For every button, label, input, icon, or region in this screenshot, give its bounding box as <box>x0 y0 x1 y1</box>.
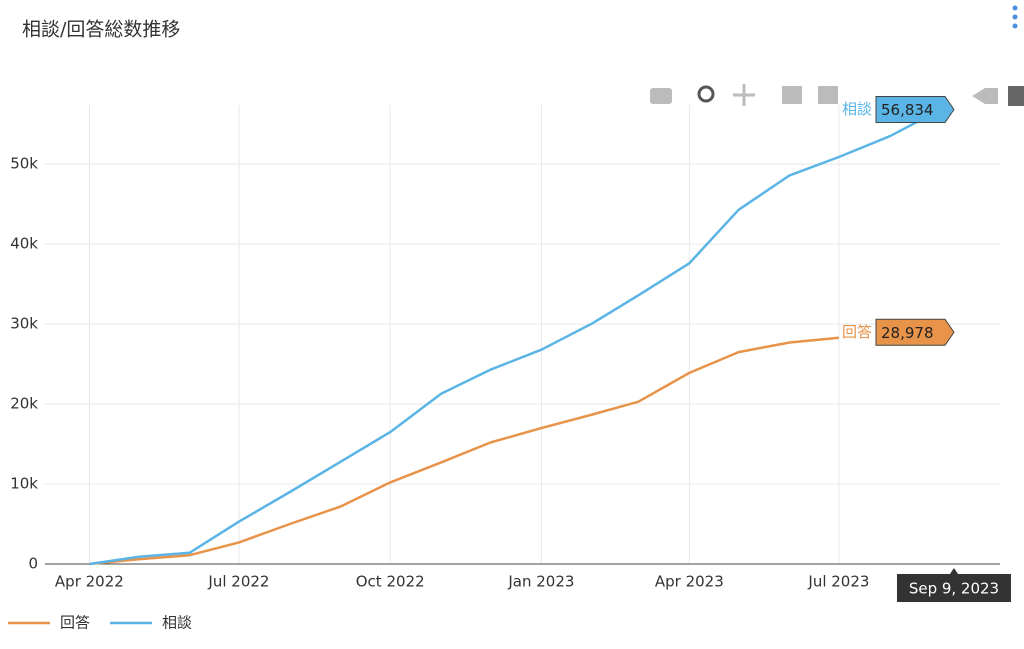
legend-label[interactable]: 相談 <box>162 614 192 632</box>
chart-title: 相談/回答総数推移 <box>22 19 180 41</box>
y-tick-label: 20k <box>10 395 38 413</box>
y-tick-label: 0 <box>28 555 38 573</box>
hover-icon[interactable] <box>1008 86 1024 106</box>
x-tick-label: Jul 2022 <box>207 573 269 591</box>
x-tick-label: Oct 2022 <box>356 573 425 591</box>
spike-icon[interactable] <box>972 88 998 104</box>
zoom-in-icon[interactable] <box>782 86 802 104</box>
hover-box <box>875 318 955 346</box>
hover-x-label: Sep 9, 2023 <box>909 580 999 598</box>
hover-x-box <box>896 568 1011 602</box>
plot-area: 0 10k 20k 30k 40k 50k Apr 2022 Jul 2022 Oct 2022… <box>8 96 1011 632</box>
hover-name: 回答 <box>842 323 872 341</box>
x-tick-label: Apr 2022 <box>55 573 124 591</box>
hover-box <box>875 96 955 124</box>
series-line <box>89 108 942 566</box>
y-tick-label: 10k <box>10 475 38 493</box>
y-tick-label: 40k <box>10 235 38 253</box>
series-line <box>89 336 840 566</box>
toolbar <box>650 84 1024 106</box>
menu-dots[interactable] <box>1012 5 1018 29</box>
camera-icon[interactable] <box>650 88 672 104</box>
y-tick-label: 30k <box>10 315 38 333</box>
hover-value: 28,978 <box>881 324 934 342</box>
pan-icon[interactable] <box>733 84 755 106</box>
x-tick-label: Jul 2023 <box>807 573 869 591</box>
y-tick-label: 50k <box>10 155 38 173</box>
x-tick-label: Jan 2023 <box>507 573 574 591</box>
hover-value: 56,834 <box>881 101 934 119</box>
legend-label[interactable]: 回答 <box>60 614 90 632</box>
x-tick-label: Apr 2023 <box>655 573 724 591</box>
zoom-out-icon[interactable] <box>818 86 838 104</box>
hover-name: 相談 <box>842 100 872 118</box>
zoom-icon[interactable] <box>697 85 715 103</box>
